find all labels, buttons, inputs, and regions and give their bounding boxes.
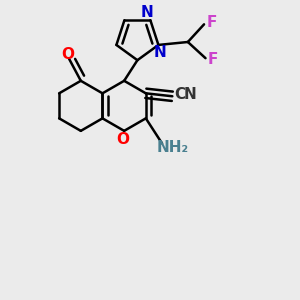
Text: C: C: [174, 87, 185, 102]
Text: O: O: [61, 47, 74, 62]
Text: N: N: [184, 87, 196, 102]
Text: NH₂: NH₂: [156, 140, 188, 155]
Text: N: N: [154, 45, 166, 60]
Text: F: F: [208, 52, 218, 67]
Text: N: N: [141, 5, 154, 20]
Text: O: O: [116, 132, 129, 147]
Text: F: F: [206, 15, 217, 30]
